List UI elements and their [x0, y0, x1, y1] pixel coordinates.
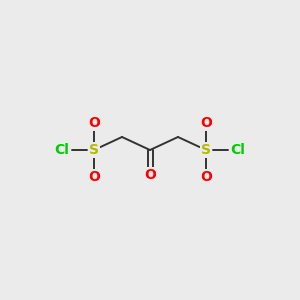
- Text: S: S: [201, 143, 211, 157]
- Text: S: S: [89, 143, 99, 157]
- Text: O: O: [88, 170, 100, 184]
- Text: Cl: Cl: [55, 143, 69, 157]
- Text: O: O: [88, 116, 100, 130]
- Text: O: O: [200, 170, 212, 184]
- Text: O: O: [200, 116, 212, 130]
- Text: O: O: [144, 168, 156, 182]
- Text: Cl: Cl: [231, 143, 245, 157]
